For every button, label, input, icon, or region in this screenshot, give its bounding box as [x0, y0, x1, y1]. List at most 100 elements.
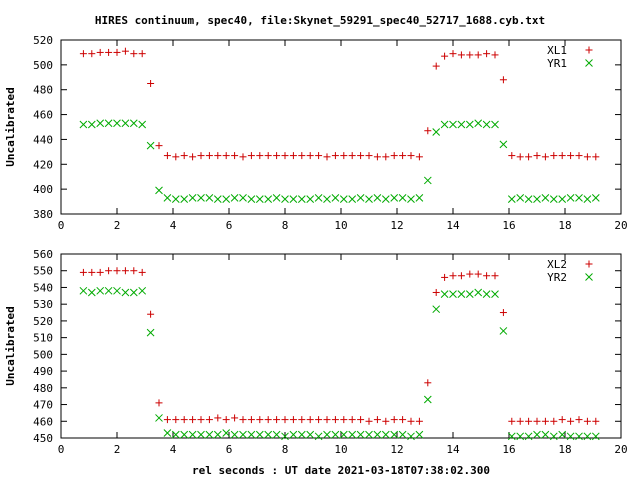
data-point — [247, 195, 256, 203]
y-tick-label: 400 — [33, 183, 53, 196]
data-point — [365, 417, 373, 425]
data-point — [188, 430, 197, 439]
data-point — [314, 432, 323, 441]
data-point — [239, 416, 247, 424]
data-point — [449, 50, 457, 58]
data-point — [113, 286, 121, 295]
data-point — [533, 417, 541, 425]
data-point — [121, 267, 129, 275]
y-tick-label: 490 — [33, 365, 53, 378]
data-point — [197, 430, 205, 439]
data-point — [415, 430, 424, 439]
data-point — [525, 417, 533, 425]
data-point — [398, 193, 407, 202]
data-point — [306, 416, 314, 424]
data-point — [373, 193, 382, 202]
data-point — [407, 417, 415, 425]
data-point — [155, 414, 163, 422]
legend-marker — [585, 46, 593, 54]
data-point — [87, 120, 96, 129]
data-point — [105, 267, 113, 275]
panel-2: rel seconds : UT date 2021-03-18T07:38:0… — [4, 248, 628, 477]
data-point — [491, 272, 499, 280]
data-point — [407, 432, 415, 441]
x-tick-label: 14 — [446, 219, 460, 232]
data-point — [499, 309, 507, 317]
data-point — [113, 267, 121, 275]
data-point — [474, 119, 483, 128]
y-tick-label: 460 — [33, 415, 53, 428]
data-point — [214, 414, 222, 422]
data-point — [516, 417, 524, 425]
x-tick-label: 12 — [390, 443, 403, 456]
data-point — [239, 430, 247, 439]
data-point — [466, 270, 474, 278]
data-point — [424, 379, 432, 387]
data-point — [205, 416, 213, 424]
data-point — [331, 152, 339, 160]
series-xl1 — [79, 47, 600, 161]
data-point — [205, 430, 214, 439]
data-point — [575, 193, 583, 202]
data-point — [482, 120, 491, 129]
data-point — [239, 193, 247, 202]
data-point — [255, 195, 264, 203]
x-tick-label: 14 — [446, 443, 460, 456]
data-point — [533, 430, 541, 439]
data-point — [457, 272, 465, 280]
data-point — [306, 195, 315, 203]
data-point — [423, 395, 432, 404]
data-point — [289, 430, 298, 439]
data-point — [382, 417, 390, 425]
data-point — [155, 142, 163, 150]
data-point — [171, 195, 180, 203]
x-tick-label: 4 — [170, 443, 177, 456]
data-point — [239, 153, 247, 161]
data-point — [550, 417, 558, 425]
data-point — [432, 128, 441, 136]
y-tick-label: 510 — [33, 332, 53, 345]
data-point — [281, 152, 289, 160]
data-point — [163, 429, 172, 437]
data-point — [508, 152, 516, 160]
data-point — [398, 430, 407, 439]
y-tick-label: 500 — [33, 348, 53, 361]
data-point — [575, 416, 583, 424]
data-point — [449, 272, 457, 280]
data-point — [465, 120, 474, 129]
data-point — [163, 152, 171, 160]
data-point — [499, 327, 508, 335]
data-point — [357, 416, 365, 424]
y-tick-label: 560 — [33, 248, 53, 261]
data-point — [281, 432, 289, 441]
y-tick-label: 440 — [33, 133, 53, 146]
data-point — [340, 416, 348, 424]
legend-label: XL2 — [547, 258, 567, 271]
data-point — [549, 432, 558, 441]
data-point — [365, 152, 373, 160]
data-point — [348, 416, 356, 424]
x-tick-label: 10 — [334, 219, 347, 232]
data-point — [87, 288, 96, 297]
series-yr1 — [79, 119, 600, 203]
data-point — [272, 193, 281, 202]
data-point — [314, 193, 323, 202]
data-point — [213, 430, 222, 439]
data-point — [105, 48, 113, 56]
data-point — [390, 416, 398, 424]
data-point — [231, 414, 239, 422]
data-point — [525, 153, 533, 161]
data-point — [138, 268, 146, 276]
data-point — [205, 193, 214, 202]
data-point — [273, 416, 281, 424]
x-tick-label: 12 — [390, 219, 403, 232]
x-tick-label: 0 — [58, 219, 65, 232]
data-point — [264, 416, 272, 424]
legend-marker — [585, 260, 593, 268]
data-point — [88, 50, 96, 58]
data-point — [264, 152, 272, 160]
data-point — [491, 290, 499, 298]
x-tick-label: 20 — [614, 443, 627, 456]
x-tick-label: 6 — [226, 219, 233, 232]
